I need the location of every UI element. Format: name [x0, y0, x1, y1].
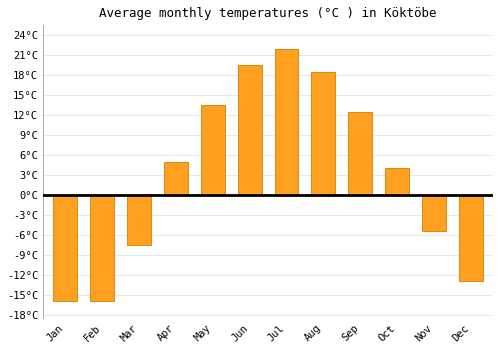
Bar [127, 195, 151, 245]
Bar [164, 162, 188, 195]
Bar [348, 112, 372, 195]
Bar [53, 195, 77, 301]
Bar [385, 168, 409, 195]
Title: Average monthly temperatures (°C ) in Köktöbe: Average monthly temperatures (°C ) in Kö… [100, 7, 437, 20]
Bar [459, 195, 483, 281]
Bar [90, 195, 114, 301]
Bar [312, 72, 336, 195]
Bar [238, 65, 262, 195]
Bar [274, 49, 298, 195]
Bar [422, 195, 446, 231]
Bar [200, 105, 224, 195]
